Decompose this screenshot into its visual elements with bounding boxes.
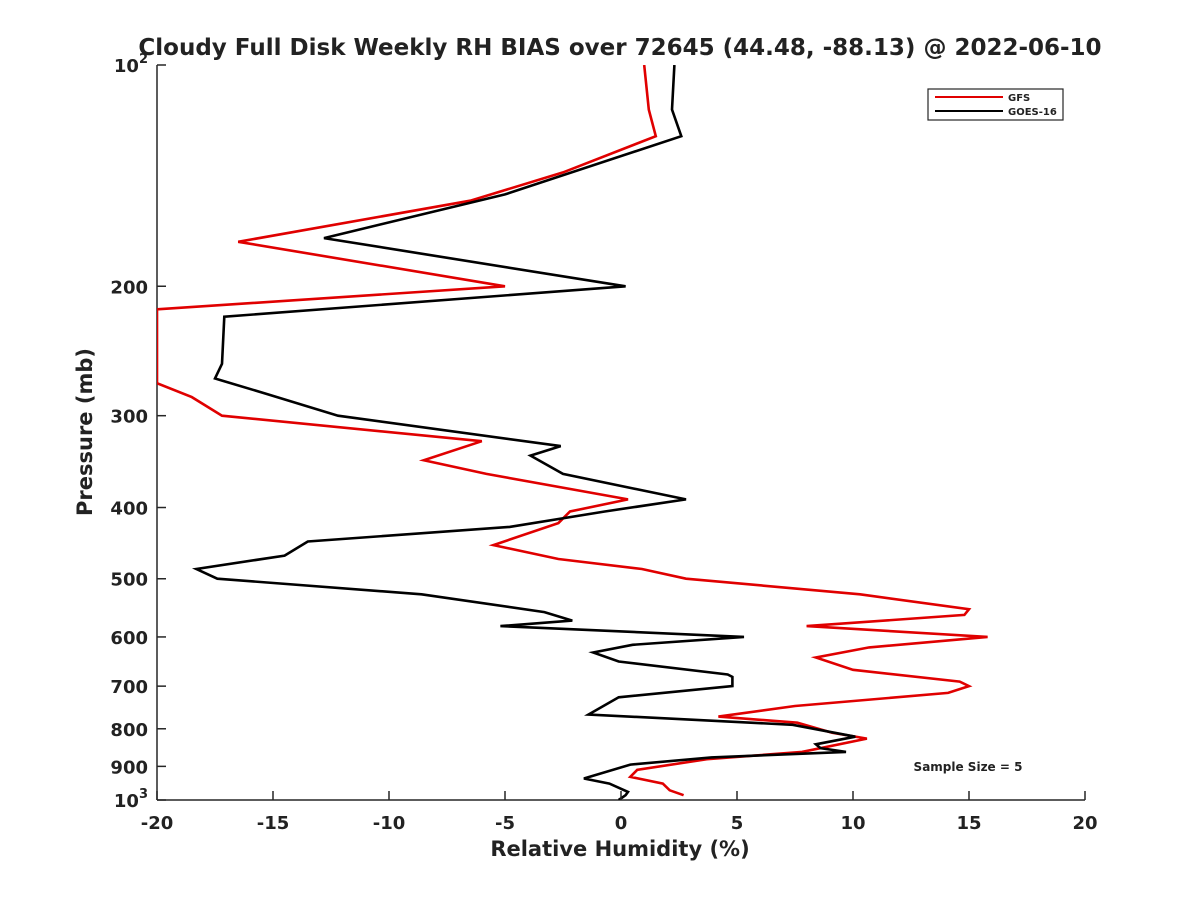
y-tick-label: 400 xyxy=(110,499,148,520)
y-tick-label: 700 xyxy=(110,677,148,698)
y-tick-label: 200 xyxy=(110,277,148,298)
legend-label-gfs: GFS xyxy=(1008,93,1030,104)
x-axis-ticks: -20 -15 -10 -5 0 5 10 15 20 xyxy=(141,791,1098,834)
x-tick-label: 5 xyxy=(731,813,744,834)
legend: GFS GOES-16 xyxy=(927,88,1064,121)
y-tick-label: 800 xyxy=(110,720,148,741)
x-tick-label: 0 xyxy=(615,813,628,834)
x-tick-label: -10 xyxy=(373,813,406,834)
x-tick-label: 20 xyxy=(1072,813,1097,834)
legend-box xyxy=(927,88,1064,121)
y-tick-label: 900 xyxy=(110,757,148,778)
series-layer xyxy=(157,65,988,800)
x-tick-label: -5 xyxy=(495,813,515,834)
y-axis-ticks: 102 200 300 400 500 600 700 800 900 103 xyxy=(110,52,166,812)
x-axis-label: Relative Humidity (%) xyxy=(490,837,749,861)
sample-size-annotation: Sample Size = 5 xyxy=(914,760,1023,774)
y-tick-label: 300 xyxy=(110,407,148,428)
y-tick-label: 103 xyxy=(114,787,148,812)
x-tick-label: -15 xyxy=(257,813,290,834)
chart-title: Cloudy Full Disk Weekly RH BIAS over 726… xyxy=(138,35,1101,61)
x-tick-label: 15 xyxy=(956,813,981,834)
series-line-gfs xyxy=(157,65,988,797)
plot-area xyxy=(156,65,1085,801)
y-tick-label: 500 xyxy=(110,570,148,591)
series-line-goes-16 xyxy=(191,65,856,800)
y-tick-label: 102 xyxy=(114,52,148,77)
x-tick-label: -20 xyxy=(141,813,174,834)
legend-label-goes-16: GOES-16 xyxy=(1008,107,1057,118)
y-tick-label: 600 xyxy=(110,628,148,649)
y-axis-label: Pressure (mb) xyxy=(73,348,97,516)
x-tick-label: 10 xyxy=(840,813,865,834)
